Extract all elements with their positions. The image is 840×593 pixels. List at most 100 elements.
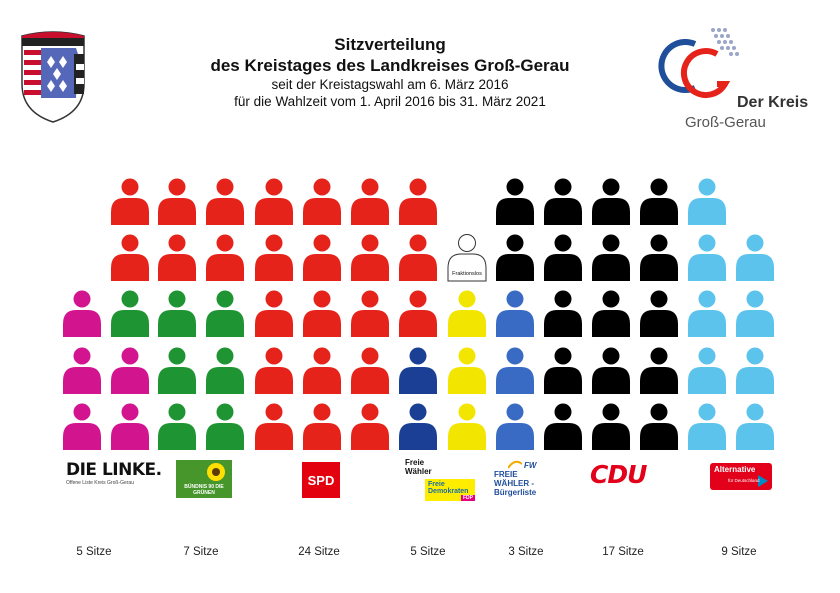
seat-icon — [351, 234, 389, 281]
seat-icon — [111, 403, 149, 450]
seat-icon — [206, 347, 244, 394]
seat-icon — [303, 290, 341, 337]
seat-icon — [688, 178, 726, 225]
kreis-logo-line2: Groß-Gerau — [685, 114, 766, 131]
gruene-logo-text: BÜNDNIS 90 DIE GRÜNEN — [184, 484, 224, 496]
seat-icon — [736, 403, 774, 450]
afd-arrow-icon — [758, 475, 768, 487]
cdu-logo-text: CDU — [590, 460, 647, 489]
seat-icon — [399, 403, 437, 450]
seat-icon — [63, 290, 101, 337]
logo-gruene: BÜNDNIS 90 DIE GRÜNEN — [176, 460, 232, 498]
seat-icon — [351, 290, 389, 337]
seat-icon — [592, 347, 630, 394]
seat-icon — [255, 290, 293, 337]
seat-icon — [496, 234, 534, 281]
seat-icon — [255, 403, 293, 450]
seat-icon — [158, 347, 196, 394]
party-seats-label: 17 Sitze — [602, 546, 644, 558]
seat-icon — [158, 403, 196, 450]
seat-icon — [63, 347, 101, 394]
seat-icon — [111, 178, 149, 225]
seat-icon — [399, 178, 437, 225]
fraktionslos-label: Fraktionslos — [452, 271, 482, 277]
seat-icon — [592, 178, 630, 225]
seat-icon — [206, 403, 244, 450]
seat-icon — [448, 290, 486, 337]
seat-icon — [303, 347, 341, 394]
seat-icon — [640, 234, 678, 281]
seat-icon — [351, 403, 389, 450]
seat-icon — [496, 178, 534, 225]
seat-icon — [158, 178, 196, 225]
linke-logo-subtext: Offene Liste Kreis Groß-Gerau — [66, 480, 134, 486]
seat-icon — [640, 403, 678, 450]
seat-icon — [688, 403, 726, 450]
seat-icon — [544, 347, 582, 394]
spd-logo-text: SPD — [302, 462, 340, 498]
seat-icon — [206, 178, 244, 225]
kreis-logo-icon — [655, 22, 825, 137]
seat-icon — [592, 234, 630, 281]
seat-icon — [111, 347, 149, 394]
seat-icon — [303, 403, 341, 450]
seat-icon — [736, 290, 774, 337]
seat-icon — [63, 403, 101, 450]
subtitle-line2: für die Wahlzeit vom 1. April 2016 bis 3… — [234, 94, 546, 109]
seat-icon — [544, 178, 582, 225]
seat-icon — [736, 234, 774, 281]
party-seats-label: 5 Sitze — [410, 546, 446, 558]
fw-swoosh-icon — [508, 460, 522, 469]
seat-icon — [255, 178, 293, 225]
seat-icon — [640, 347, 678, 394]
fw-mark: FW — [524, 460, 537, 470]
seat-icon — [496, 290, 534, 337]
title-block: Sitzverteilung des Kreistages des Landkr… — [150, 34, 630, 110]
seat-icon — [640, 178, 678, 225]
seat-icon — [399, 234, 437, 281]
seat-icon — [544, 234, 582, 281]
fw-logo-text: Freie Wähler — [405, 458, 432, 476]
subtitle-line1: seit der Kreistagswahl am 6. März 2016 — [271, 77, 509, 92]
logo-fw-buergerliste: FW FREIE WÄHLER - Bürgerliste — [494, 460, 554, 498]
fwb-logo-text: FREIE WÄHLER - Bürgerliste — [494, 470, 537, 497]
seat-icon — [158, 234, 196, 281]
seat-icon — [592, 290, 630, 337]
seat-icon — [303, 234, 341, 281]
seat-icon — [206, 290, 244, 337]
seat-icon — [399, 290, 437, 337]
logo-cdu: CDU — [590, 460, 647, 489]
fraktionslos-seat-icon — [447, 234, 487, 282]
seat-icon — [206, 234, 244, 281]
seat-icon — [496, 403, 534, 450]
seat-icon — [303, 178, 341, 225]
kreis-logo-line1: Der Kreis — [737, 94, 809, 111]
seat-icon — [448, 347, 486, 394]
page-title: Sitzverteilung — [334, 35, 446, 54]
logo-die-linke: DIE LINKE. Offene Liste Kreis Groß-Gerau — [66, 460, 162, 486]
seat-icon — [255, 347, 293, 394]
seat-icon — [640, 290, 678, 337]
seat-icon — [448, 403, 486, 450]
party-seats-label: 7 Sitze — [183, 546, 219, 558]
seat-icon — [158, 290, 196, 337]
party-seats-label: 5 Sitze — [76, 546, 112, 558]
logo-spd: SPD — [302, 462, 340, 498]
page-title-line2: des Kreistages des Landkreises Groß-Gera… — [210, 56, 570, 75]
seat-icon — [399, 347, 437, 394]
afd-logo-text: Alternative — [714, 465, 756, 474]
party-seats-label: 3 Sitze — [508, 546, 544, 558]
logo-afd: Alternative für Deutschland — [710, 463, 772, 490]
linke-logo-text: DIE LINKE. — [66, 460, 162, 480]
seat-icon — [351, 178, 389, 225]
seat-icon — [736, 347, 774, 394]
seat-icon — [688, 234, 726, 281]
sunflower-icon — [207, 463, 225, 481]
seat-icon — [544, 403, 582, 450]
seat-icon — [688, 347, 726, 394]
party-seats-label: 9 Sitze — [721, 546, 757, 558]
seat-icon — [111, 290, 149, 337]
seat-icon — [496, 347, 534, 394]
seat-icon — [544, 290, 582, 337]
